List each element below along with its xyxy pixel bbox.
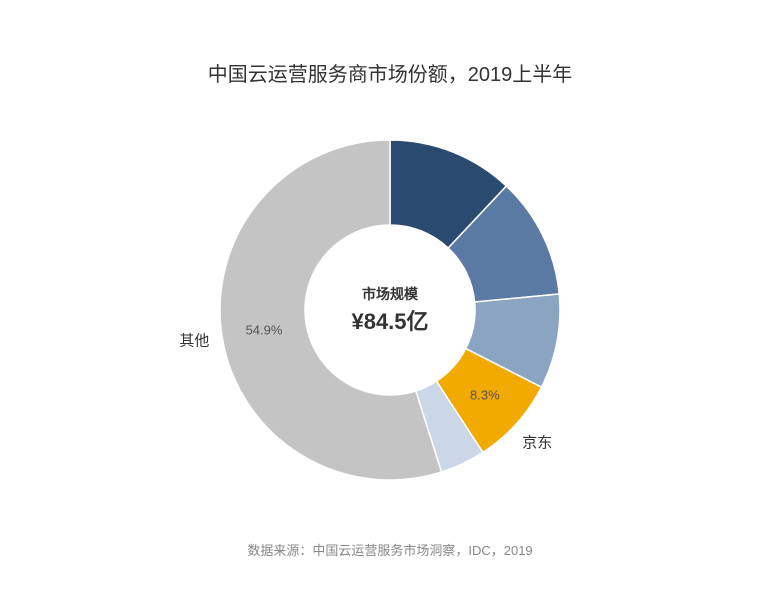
chart-container: { "chart": { "type": "donut", "title": "… [0, 0, 780, 600]
center-label: 市场规模 [351, 284, 428, 304]
slice-name-label: 京东 [522, 432, 552, 453]
slice-percent-label: 8.3% [470, 388, 500, 403]
center-value: ¥84.5亿 [351, 304, 428, 336]
center-text: 市场规模 ¥84.5亿 [351, 284, 428, 336]
slice-name-label: 其他 [179, 330, 209, 351]
chart-footer: 数据来源：中国云运营服务市场洞察，IDC，2019 [0, 540, 780, 559]
slice-percent-label: 54.9% [246, 322, 283, 337]
